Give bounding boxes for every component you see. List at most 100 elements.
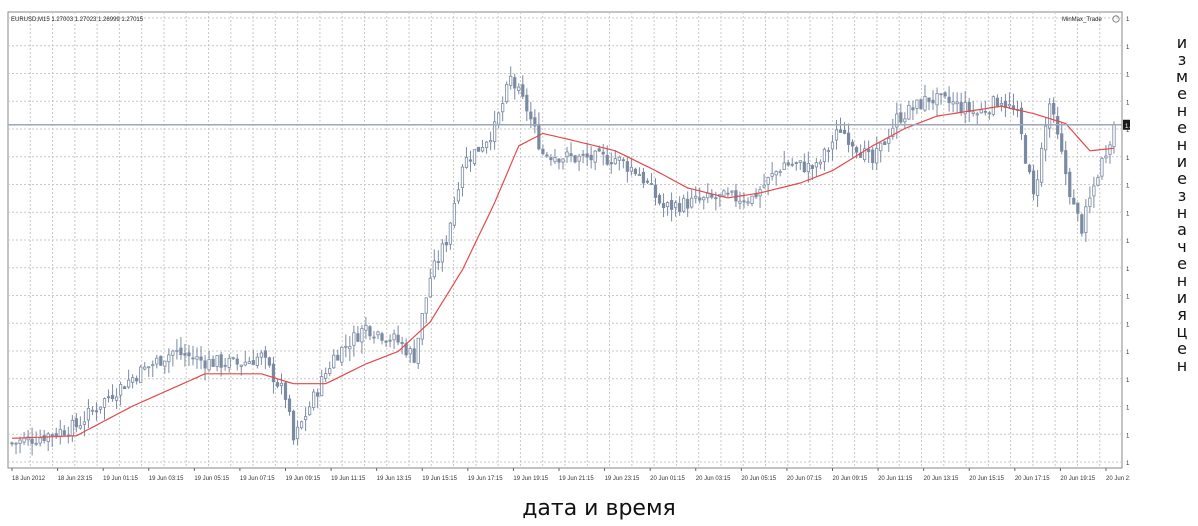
candle-body <box>875 148 879 164</box>
x-tick-label: 20 Jun 09:15 <box>833 476 868 482</box>
candle-body <box>86 407 91 421</box>
candle-body <box>1092 185 1096 197</box>
candle-body <box>1060 133 1064 152</box>
candle-body <box>187 352 191 357</box>
candle-body <box>255 356 259 366</box>
candle-body <box>887 137 891 144</box>
candle-body <box>372 336 376 339</box>
candle-body <box>271 363 276 383</box>
candle-body <box>915 99 919 109</box>
candle-body <box>412 348 416 363</box>
candle-body <box>380 333 384 341</box>
candle-body <box>400 342 404 345</box>
candle-body <box>939 93 943 96</box>
candle-body <box>147 366 151 369</box>
indicator-label: MinMax_Trade <box>1062 17 1102 23</box>
candle-body <box>561 158 565 163</box>
y-tick-label: 1.26665 <box>1126 211 1130 217</box>
candle-body <box>806 162 810 173</box>
candle-body <box>661 203 666 209</box>
candle-body <box>649 183 654 185</box>
indicator-settings-icon[interactable] <box>1112 15 1120 23</box>
x-tick-label: 19 Jun 09:15 <box>286 476 321 482</box>
x-tick-label: 20 Jun 01:15 <box>650 476 685 482</box>
y-tick-label: 1.26320 <box>1126 295 1130 301</box>
candle-body <box>947 96 951 104</box>
x-tick-label: 19 Jun 23:15 <box>605 476 640 482</box>
candle-body <box>541 148 545 155</box>
candle-body <box>74 418 78 428</box>
candle-body <box>750 195 754 204</box>
candle-body <box>308 406 312 416</box>
candle-body <box>444 241 448 246</box>
candle-body <box>460 166 465 188</box>
candle-body <box>1027 164 1032 173</box>
candle-body <box>316 392 320 397</box>
candle-body <box>565 151 569 158</box>
candle-body <box>139 366 143 384</box>
x-tick-label: 19 Jun 01:15 <box>103 476 138 482</box>
candle-body <box>10 442 14 445</box>
caption-letter: з <box>1177 186 1187 205</box>
candle-body <box>585 153 589 158</box>
y-tick-label: 1.26895 <box>1126 156 1130 162</box>
candle-body <box>344 345 348 348</box>
candle-body <box>641 171 646 184</box>
candle-body <box>364 324 368 331</box>
candle-body <box>102 398 107 408</box>
candle-body <box>698 197 702 201</box>
candle-body <box>766 176 770 185</box>
candle-body <box>195 356 199 360</box>
candle-body <box>545 154 549 157</box>
candle-body <box>94 410 99 413</box>
candle-body <box>999 102 1003 106</box>
candle-body <box>1088 197 1092 207</box>
y-tick-label: 1.27470 <box>1126 17 1130 23</box>
candle-body <box>50 434 54 436</box>
candle-body <box>416 337 420 364</box>
candle-body <box>525 94 529 112</box>
candle-body <box>617 156 621 161</box>
candle-body <box>665 202 670 208</box>
candle-body <box>392 333 396 341</box>
caption-letter: н <box>1176 356 1188 375</box>
chart-svg[interactable]: 1.27470 1.27355 1.27240 1.27125 1.27015 1.268… <box>6 8 1130 488</box>
candle-body <box>468 159 473 162</box>
candle-body <box>911 107 915 111</box>
candle-body <box>891 127 895 137</box>
candle-body <box>517 86 521 91</box>
candle-body <box>919 99 923 110</box>
caption-letter: и <box>1176 152 1188 171</box>
price-chart[interactable]: 1.27470 1.27355 1.27240 1.27125 1.27015 1.268… <box>6 8 1130 488</box>
candle-body <box>786 162 790 166</box>
candle-body <box>794 162 798 164</box>
candle-body <box>328 368 332 374</box>
candle-body <box>730 190 734 193</box>
candle-body <box>883 141 887 146</box>
candle-body <box>436 261 440 263</box>
candle-body <box>70 419 74 437</box>
candle-body <box>505 83 509 103</box>
candle-body <box>432 260 436 278</box>
candle-body <box>480 147 485 152</box>
candle-body <box>621 159 625 162</box>
candle-body <box>30 438 34 444</box>
candle-body <box>657 194 662 204</box>
x-tick-label: 20 Jun 21:15 <box>1106 476 1130 482</box>
candle-body <box>22 437 26 443</box>
candle-body <box>637 174 642 177</box>
candle-body <box>987 112 991 115</box>
candle-body <box>838 129 843 133</box>
caption-letter: м <box>1175 67 1189 86</box>
candle-body <box>356 333 360 342</box>
candle-body <box>1007 103 1012 107</box>
candle-body <box>131 377 135 383</box>
candle-body <box>143 366 147 370</box>
candle-body <box>1052 102 1056 115</box>
candle-body <box>625 161 629 172</box>
candle-body <box>963 102 967 115</box>
candle-body <box>931 99 935 104</box>
candle-body <box>770 173 774 177</box>
candle-body <box>497 112 501 125</box>
caption-letter: н <box>1176 203 1188 222</box>
